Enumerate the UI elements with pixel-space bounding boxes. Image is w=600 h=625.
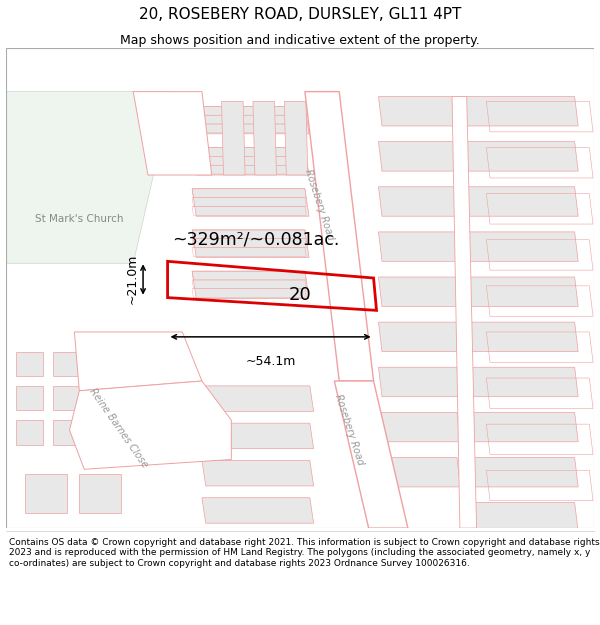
Polygon shape <box>379 96 460 126</box>
Polygon shape <box>133 92 212 175</box>
Polygon shape <box>253 101 277 175</box>
Polygon shape <box>379 187 460 216</box>
Polygon shape <box>192 230 309 258</box>
Polygon shape <box>334 381 408 528</box>
Polygon shape <box>53 420 80 445</box>
Polygon shape <box>462 458 578 487</box>
Polygon shape <box>305 92 374 381</box>
Polygon shape <box>192 271 309 299</box>
Polygon shape <box>25 474 67 513</box>
Polygon shape <box>202 423 314 449</box>
Polygon shape <box>379 277 460 306</box>
Polygon shape <box>452 96 476 528</box>
Polygon shape <box>202 535 314 561</box>
Polygon shape <box>70 381 232 469</box>
Polygon shape <box>379 458 460 487</box>
Text: Reine Barnes Close: Reine Barnes Close <box>88 386 150 469</box>
Polygon shape <box>202 498 314 523</box>
Text: 20, ROSEBERY ROAD, DURSLEY, GL11 4PT: 20, ROSEBERY ROAD, DURSLEY, GL11 4PT <box>139 7 461 22</box>
Polygon shape <box>16 420 43 445</box>
Text: St Mark's Church: St Mark's Church <box>35 214 124 224</box>
Polygon shape <box>379 412 460 442</box>
Polygon shape <box>462 142 578 171</box>
Polygon shape <box>53 352 80 376</box>
Polygon shape <box>192 106 309 134</box>
Polygon shape <box>16 386 43 411</box>
Text: Rosebery Road: Rosebery Road <box>333 393 365 467</box>
Text: ~21.0m: ~21.0m <box>125 254 138 304</box>
Polygon shape <box>90 352 118 376</box>
Polygon shape <box>379 368 460 397</box>
Polygon shape <box>90 386 118 411</box>
Polygon shape <box>462 412 578 442</box>
Polygon shape <box>462 322 578 352</box>
Polygon shape <box>462 232 578 261</box>
Text: ~54.1m: ~54.1m <box>245 354 296 367</box>
Polygon shape <box>74 332 202 391</box>
Text: Rosebery Road: Rosebery Road <box>304 168 336 241</box>
Polygon shape <box>462 187 578 216</box>
Text: ~329m²/~0.081ac.: ~329m²/~0.081ac. <box>172 231 340 249</box>
Polygon shape <box>202 461 314 486</box>
Polygon shape <box>462 368 578 397</box>
Polygon shape <box>379 322 460 352</box>
Polygon shape <box>379 142 460 171</box>
Polygon shape <box>462 96 578 126</box>
Polygon shape <box>6 92 172 263</box>
Polygon shape <box>90 420 118 445</box>
Polygon shape <box>462 277 578 306</box>
Polygon shape <box>192 148 309 175</box>
Polygon shape <box>462 503 578 532</box>
Polygon shape <box>221 101 245 175</box>
Polygon shape <box>202 572 314 598</box>
Text: Contains OS data © Crown copyright and database right 2021. This information is : Contains OS data © Crown copyright and d… <box>9 538 599 568</box>
Polygon shape <box>284 101 308 175</box>
Polygon shape <box>379 232 460 261</box>
Polygon shape <box>16 352 43 376</box>
Polygon shape <box>192 189 309 216</box>
Text: 20: 20 <box>289 286 311 304</box>
Text: Map shows position and indicative extent of the property.: Map shows position and indicative extent… <box>120 34 480 48</box>
Polygon shape <box>202 386 314 411</box>
Polygon shape <box>53 386 80 411</box>
Polygon shape <box>79 474 121 513</box>
